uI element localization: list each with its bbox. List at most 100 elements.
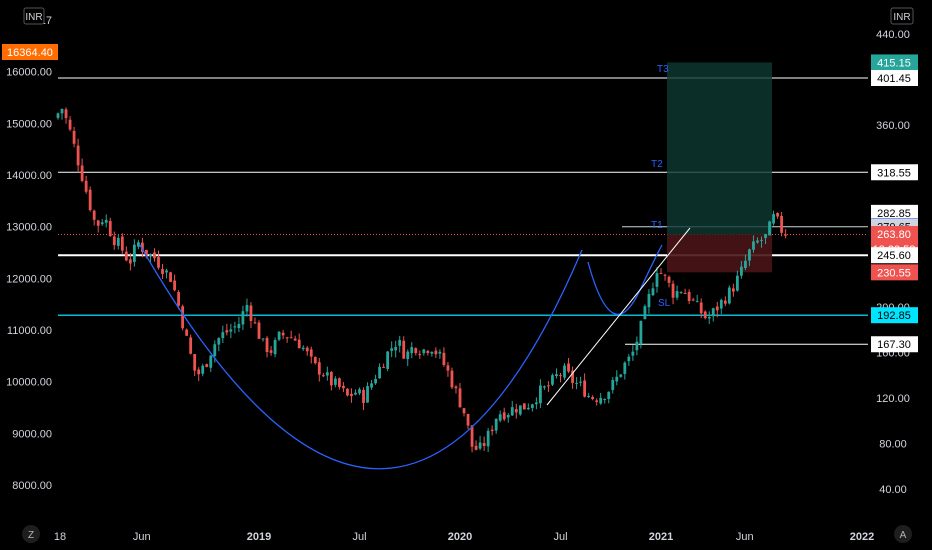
candle-body xyxy=(153,252,156,259)
candle-body xyxy=(213,344,217,357)
candle-body xyxy=(293,338,297,341)
candle-body xyxy=(518,405,522,415)
currency-label-left: INR xyxy=(25,12,42,23)
candle-body xyxy=(289,337,293,339)
candle-body xyxy=(366,386,369,403)
candle-body xyxy=(780,215,783,233)
price-tag xyxy=(871,204,918,221)
left-price-axis: 1716000.0015000.0014000.0013000.0012000.… xyxy=(2,15,58,492)
candle-body xyxy=(699,302,703,314)
t2-label: T2 xyxy=(651,159,663,170)
candle-body xyxy=(301,347,305,350)
candle-body xyxy=(599,397,603,404)
right-axis-tick: 40.00 xyxy=(879,484,907,496)
candle-body xyxy=(695,300,699,302)
auto-scale-button-label: A xyxy=(900,530,907,541)
candle-body xyxy=(727,287,731,304)
candle-body xyxy=(683,293,687,295)
candle-body xyxy=(201,365,205,374)
candle-body xyxy=(687,291,691,302)
candle-body xyxy=(731,288,735,292)
price-tag-label: 415.15 xyxy=(877,57,911,69)
candle-body xyxy=(502,412,506,420)
candle-body xyxy=(735,275,739,291)
candle-body xyxy=(414,348,418,354)
currency-badge-left[interactable]: INR xyxy=(23,7,45,25)
candle-body xyxy=(442,352,446,365)
price-tag-label: 401.45 xyxy=(877,73,911,85)
candle-body xyxy=(579,381,582,383)
candle-body xyxy=(450,370,454,388)
price-tag-label: 318.55 xyxy=(877,167,911,179)
price-tag xyxy=(871,264,918,281)
price-tag-label: 230.55 xyxy=(877,267,911,279)
candle-body xyxy=(752,241,755,250)
candle-body xyxy=(643,306,647,320)
candle-body xyxy=(768,221,771,236)
candle-body xyxy=(233,326,237,328)
candle-body xyxy=(784,234,788,236)
price-tag-label: 192.85 xyxy=(877,310,911,322)
candle-body xyxy=(321,375,325,377)
candle-body xyxy=(591,396,595,400)
candle-body xyxy=(715,306,719,311)
candle-body xyxy=(539,385,542,404)
candle-body xyxy=(338,378,341,387)
candle-body xyxy=(675,291,679,298)
price-tag xyxy=(871,54,918,71)
candle-body xyxy=(221,332,225,339)
candles xyxy=(56,107,788,453)
candle-body xyxy=(225,330,229,333)
candle-body xyxy=(205,364,209,367)
candle-body xyxy=(157,257,160,268)
time-axis-label: Jun xyxy=(736,531,754,543)
candle-body xyxy=(534,402,538,405)
candle-body xyxy=(635,341,639,351)
candle-body xyxy=(422,349,426,354)
candle-body xyxy=(470,425,474,447)
candle-body xyxy=(161,269,164,274)
candle-body xyxy=(671,283,675,298)
candle-body xyxy=(354,392,357,395)
candle-body xyxy=(639,321,643,344)
candle-body xyxy=(494,418,498,431)
cup-curve xyxy=(139,244,583,470)
left-axis-tick: 8000.00 xyxy=(12,480,52,492)
candle-body xyxy=(547,385,550,387)
candle-body xyxy=(145,249,148,256)
candle-body xyxy=(362,389,365,403)
candle-body xyxy=(378,366,381,379)
currency-badge-right[interactable]: INR xyxy=(890,7,914,25)
zoom-button-label: Z xyxy=(28,530,34,541)
candle-body xyxy=(659,272,663,274)
zoom-button[interactable]: Z xyxy=(22,525,40,543)
candle-body xyxy=(651,288,655,296)
candle-body xyxy=(189,337,193,354)
stop-zone xyxy=(667,234,772,273)
left-axis-tick: 14000.00 xyxy=(6,170,52,182)
current-value-tag xyxy=(2,44,58,60)
candle-body xyxy=(382,366,386,368)
candle-body xyxy=(253,322,257,324)
candle-body xyxy=(137,242,140,247)
candle-body xyxy=(711,308,715,317)
candle-body xyxy=(132,244,136,262)
candle-body xyxy=(96,220,100,226)
candle-body xyxy=(526,407,530,410)
candle-body xyxy=(197,369,201,375)
candle-body xyxy=(358,389,361,394)
candle-body xyxy=(120,236,124,251)
candle-body xyxy=(128,259,132,264)
auto-scale-button[interactable]: A xyxy=(894,525,912,543)
candle-body xyxy=(691,299,695,301)
candle-body xyxy=(149,254,152,257)
candle-body xyxy=(241,311,245,325)
candle-body xyxy=(458,388,462,408)
candle-body xyxy=(269,350,273,353)
left-axis-tick: 9000.00 xyxy=(12,428,52,440)
price-tag xyxy=(871,247,918,264)
candle-body xyxy=(346,388,349,396)
candle-body xyxy=(64,109,68,118)
candle-body xyxy=(277,331,281,340)
